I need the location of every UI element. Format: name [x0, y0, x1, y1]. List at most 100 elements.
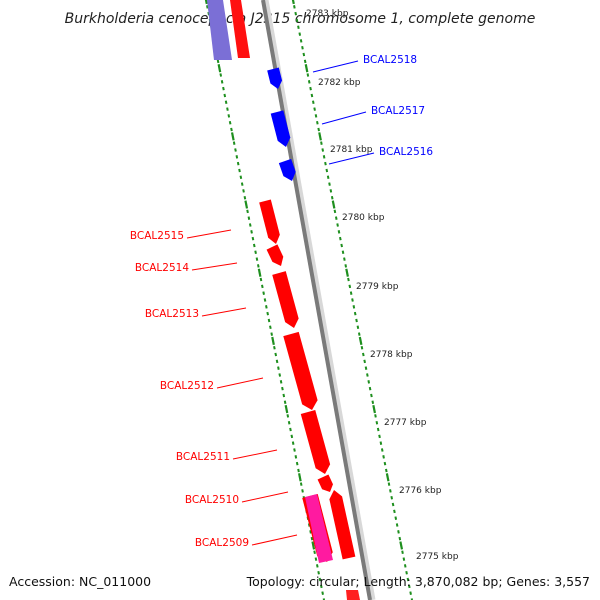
- inner-tick: [320, 584, 323, 589]
- scale-label: 2776 kbp: [399, 486, 442, 496]
- inner-tick: [267, 318, 271, 323]
- outer-tick: [301, 45, 304, 50]
- gene-bcal2516-label[interactable]: BCAL2516: [379, 146, 433, 158]
- scale-label: 2777 kbp: [384, 418, 427, 428]
- gene-bcal2518-label[interactable]: BCAL2518: [363, 54, 417, 66]
- inner-tick: [273, 345, 276, 350]
- inner-tick: [252, 243, 256, 248]
- gene-bcal2512[interactable]: [283, 331, 318, 410]
- inner-tick: [265, 305, 268, 309]
- outer-tick: [368, 386, 372, 391]
- inner-scale-ticks: [204, 0, 326, 600]
- outer-tick: [310, 93, 314, 98]
- outer-tick: [326, 175, 330, 180]
- outer-tick: [329, 189, 333, 193]
- gene-bcal2517-label[interactable]: BCAL2517: [371, 105, 425, 117]
- gene-bcal2514-leader: [191, 262, 238, 271]
- outer-tick: [307, 80, 311, 84]
- outer-tick: [344, 264, 348, 268]
- partial-gene-red[interactable]: [230, 0, 250, 58]
- inner-tick: [230, 127, 233, 132]
- outer-tick: [409, 591, 412, 595]
- inner-tick: [290, 434, 294, 439]
- scale-label: 2778 kbp: [370, 350, 413, 360]
- inner-tick: [255, 257, 259, 261]
- outer-tick: [295, 18, 299, 23]
- inner-tick: [322, 598, 326, 600]
- outer-tick: [348, 284, 352, 289]
- inner-tick: [257, 264, 260, 268]
- gene-bcal2510[interactable]: [317, 474, 333, 492]
- inner-tick: [313, 550, 316, 555]
- gene-bcal2517[interactable]: [270, 110, 291, 147]
- gene-bcal2515-label[interactable]: BCAL2515: [130, 230, 184, 242]
- outer-tick: [387, 482, 391, 486]
- inner-tick: [239, 175, 243, 180]
- outer-tick: [362, 352, 365, 357]
- gene-bcal2514-label[interactable]: BCAL2514: [135, 262, 189, 274]
- gene-adjacent-forward[interactable]: [329, 490, 356, 560]
- outer-tick: [311, 100, 315, 105]
- inner-tick: [294, 455, 298, 459]
- inner-tick: [299, 482, 303, 486]
- partial-gene-purple[interactable]: [207, 0, 232, 60]
- inner-tick: [279, 380, 283, 384]
- outer-tick: [331, 200, 336, 209]
- outer-tick: [405, 570, 408, 575]
- inner-tick: [284, 404, 289, 414]
- inner-tick: [228, 120, 232, 125]
- gene-bcal2511-label[interactable]: BCAL2511: [176, 451, 230, 463]
- gene-bcal2516-leader: [328, 152, 375, 165]
- inner-tick: [282, 393, 286, 398]
- scale-label: 2782 kbp: [318, 78, 361, 88]
- outer-tick: [395, 523, 399, 527]
- outer-tick: [385, 468, 388, 473]
- outer-tick: [349, 291, 353, 295]
- outer-tick: [390, 495, 394, 500]
- partial-gene-bottom[interactable]: [346, 590, 360, 600]
- inner-tick: [275, 359, 279, 364]
- outer-tick: [351, 298, 354, 302]
- scale-label: 2783 kbp: [306, 9, 349, 19]
- inner-tick: [217, 64, 222, 73]
- gene-bcal2516[interactable]: [278, 158, 296, 181]
- inner-tick: [254, 250, 257, 255]
- outer-scale-ticks: [291, 0, 414, 600]
- outer-tick: [374, 414, 377, 418]
- gene-bcal2511-leader: [232, 449, 278, 460]
- outer-tick: [306, 73, 310, 77]
- gene-bcal2518[interactable]: [267, 67, 283, 89]
- gene-bcal2515[interactable]: [259, 199, 280, 244]
- outer-tick: [393, 509, 396, 514]
- gene-bcal2513[interactable]: [272, 271, 299, 328]
- gene-bcal2513-label[interactable]: BCAL2513: [145, 308, 199, 320]
- inner-tick: [204, 0, 208, 5]
- inner-tick: [266, 311, 269, 316]
- gene-pink-feature[interactable]: [305, 494, 333, 563]
- backbone: [261, 0, 376, 600]
- inner-tick: [310, 536, 314, 541]
- gene-bcal2517-leader: [321, 111, 367, 125]
- inner-tick: [318, 577, 322, 582]
- outer-tick: [341, 250, 345, 255]
- outer-tick: [313, 107, 316, 111]
- gene-bcal2514[interactable]: [266, 244, 284, 266]
- outer-tick: [333, 209, 337, 214]
- gene-bcal2512-label[interactable]: BCAL2512: [160, 380, 214, 392]
- gene-bcal2513-leader: [201, 307, 247, 317]
- label-leaders: [186, 60, 375, 546]
- outer-tick: [378, 434, 381, 439]
- inner-tick: [271, 336, 275, 346]
- outer-tick: [380, 448, 384, 452]
- scale-label: 2779 kbp: [356, 282, 399, 292]
- inner-tick: [226, 107, 229, 111]
- inner-tick: [269, 325, 272, 330]
- accession-text: Accession: NC_011000: [9, 574, 151, 589]
- gene-bcal2510-label[interactable]: BCAL2510: [185, 494, 239, 506]
- gene-bcal2509-label[interactable]: BCAL2509: [195, 537, 249, 549]
- inner-tick: [277, 366, 280, 370]
- outer-tick: [325, 168, 329, 173]
- gene-bcal2511[interactable]: [300, 410, 331, 474]
- inner-tick: [289, 427, 292, 432]
- inner-tick: [234, 148, 237, 152]
